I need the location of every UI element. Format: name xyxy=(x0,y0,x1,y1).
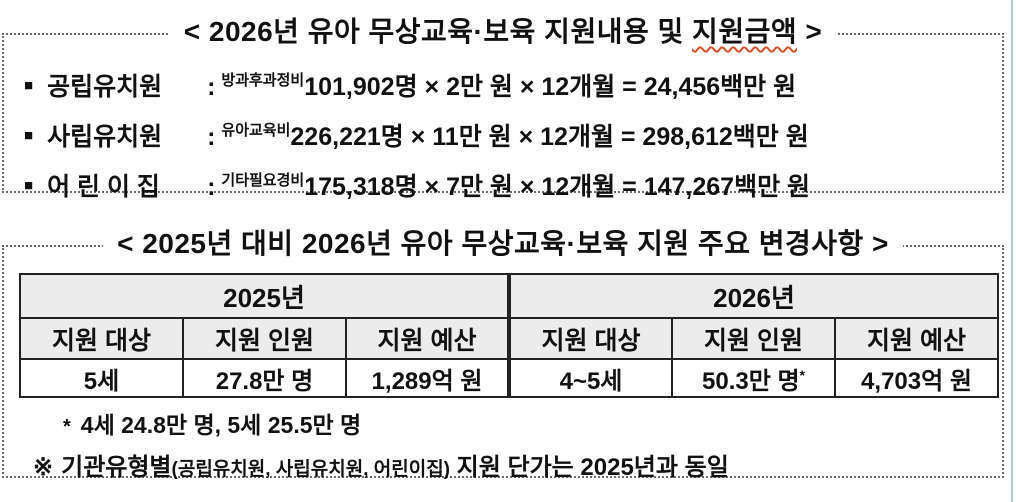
square-bullet-icon: ■ xyxy=(24,177,34,194)
list-item-public-kindergarten: ■ 공립유치원: 방과후과정비101,902명 × 2만 원 × 12개월 = 24… xyxy=(20,59,994,109)
year-group-2026: 2026년 xyxy=(507,273,999,319)
year-group-row: 2025년 2026년 xyxy=(19,273,999,319)
formula-text: 226,221명 × 11만 원 × 12개월 = 298,612백만 원 xyxy=(290,123,809,151)
footnote1-text: 4세 24.8만 명, 5세 25.5만 명 xyxy=(80,412,362,438)
comparison-table: 2025년 2026년 지원 대상 지원 인원 지원 예산 지원 대상 지원 인… xyxy=(19,273,999,398)
list-item-daycare-center: ■ 어 린 이 집: 기타필요경비175,318명 × 7만 원 × 12개월 = … xyxy=(20,159,994,209)
asterisk-marker: * xyxy=(63,416,71,438)
cost-type-superscript: 유아교육비 xyxy=(221,122,291,139)
col-header-budget-2025: 지원 예산 xyxy=(345,317,510,360)
support-amount-box: < 2026년 유아 무상교육·보육 지원내용 및 지원금액 > ■ 공립유치원:… xyxy=(2,10,1004,201)
year-group-2025: 2025년 xyxy=(19,273,510,319)
footnote2-rest: 지원 단가는 2025년과 동일 xyxy=(450,454,729,481)
colon: : xyxy=(207,173,216,201)
column-header-row: 지원 대상 지원 인원 지원 예산 지원 대상 지원 인원 지원 예산 xyxy=(19,317,999,360)
cell-headcount-2025: 27.8만 명 xyxy=(182,358,347,398)
asterisk-superscript: * xyxy=(799,366,805,383)
section2-title: < 2025년 대비 2026년 유아 무상교육·보육 지원 주요 변경사항 > xyxy=(103,222,903,262)
cell-budget-2026: 4,703억 원 xyxy=(834,358,999,398)
footnote2-main: 기관유형별 xyxy=(61,454,172,481)
formula-text: 175,318명 × 7만 원 × 12개월 = 147,267백만 원 xyxy=(304,173,811,201)
section1-title-suffix: > xyxy=(797,16,823,47)
change-summary-box: < 2025년 대비 2026년 유아 무상교육·보육 지원 주요 변경사항 >… xyxy=(2,222,1004,481)
colon: : xyxy=(207,73,216,101)
cost-type-superscript: 기타필요경비 xyxy=(221,172,305,189)
col-header-target-2025: 지원 대상 xyxy=(19,317,184,360)
col-header-budget-2026: 지원 예산 xyxy=(834,317,999,360)
square-bullet-icon: ■ xyxy=(24,127,34,144)
section1-title-prefix: < 2026년 유아 무상교육·보육 지원내용 및 xyxy=(183,16,693,47)
cost-type-superscript: 방과후과정비 xyxy=(221,72,305,89)
cell-target-2025: 5세 xyxy=(19,358,184,398)
institution-label: 사립유치원 xyxy=(47,123,163,151)
section1-title-underlined: 지원금액 xyxy=(692,16,798,47)
window-edge-line xyxy=(1011,0,1013,502)
section1-title: < 2026년 유아 무상교육·보육 지원내용 및 지원금액 > xyxy=(169,10,837,50)
formula-text: 101,902명 × 2만 원 × 12개월 = 24,456백만 원 xyxy=(304,73,797,101)
institution-label: 어 린 이 집 xyxy=(47,173,160,201)
cell-budget-2025: 1,289억 원 xyxy=(345,358,510,398)
footnote-unit-price: ※ 기관유형별(공립유치원, 사립유치원, 어린이집) 지원 단가는 2025년과… xyxy=(19,447,999,482)
cell-headcount-2026-value: 50.3만 명 xyxy=(702,367,800,395)
colon: : xyxy=(207,123,216,151)
col-header-target-2026: 지원 대상 xyxy=(507,317,673,360)
square-bullet-icon: ■ xyxy=(24,77,34,94)
table-row: 5세 27.8만 명 1,289억 원 4~5세 50.3만 명* 4,703억… xyxy=(19,358,999,398)
col-header-headcount-2026: 지원 인원 xyxy=(671,317,836,360)
institution-label: 공립유치원 xyxy=(47,73,163,101)
col-header-headcount-2025: 지원 인원 xyxy=(182,317,347,360)
footnote2-parenthetical: (공립유치원, 사립유치원, 어린이집) xyxy=(171,459,451,480)
footnote-age-breakdown: * 4세 24.8만 명, 5세 25.5만 명 xyxy=(19,406,999,440)
reference-mark-icon: ※ xyxy=(33,454,54,481)
cell-target-2026: 4~5세 xyxy=(507,358,673,398)
list-item-private-kindergarten: ■ 사립유치원: 유아교육비226,221명 × 11만 원 × 12개월 = 29… xyxy=(20,109,994,159)
cell-headcount-2026: 50.3만 명* xyxy=(671,358,836,398)
